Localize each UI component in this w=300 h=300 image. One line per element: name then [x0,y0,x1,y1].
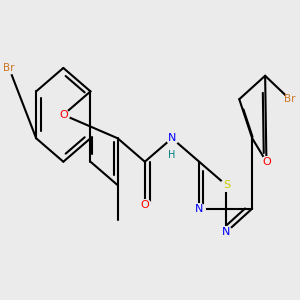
Text: H: H [168,150,176,160]
Text: N: N [168,133,176,143]
Text: S: S [223,180,230,190]
Text: O: O [59,110,68,120]
Text: Br: Br [3,63,15,73]
Text: O: O [140,200,149,210]
Text: O: O [262,157,271,167]
Text: N: N [195,204,203,214]
Text: Br: Br [284,94,296,104]
Text: N: N [222,227,230,237]
